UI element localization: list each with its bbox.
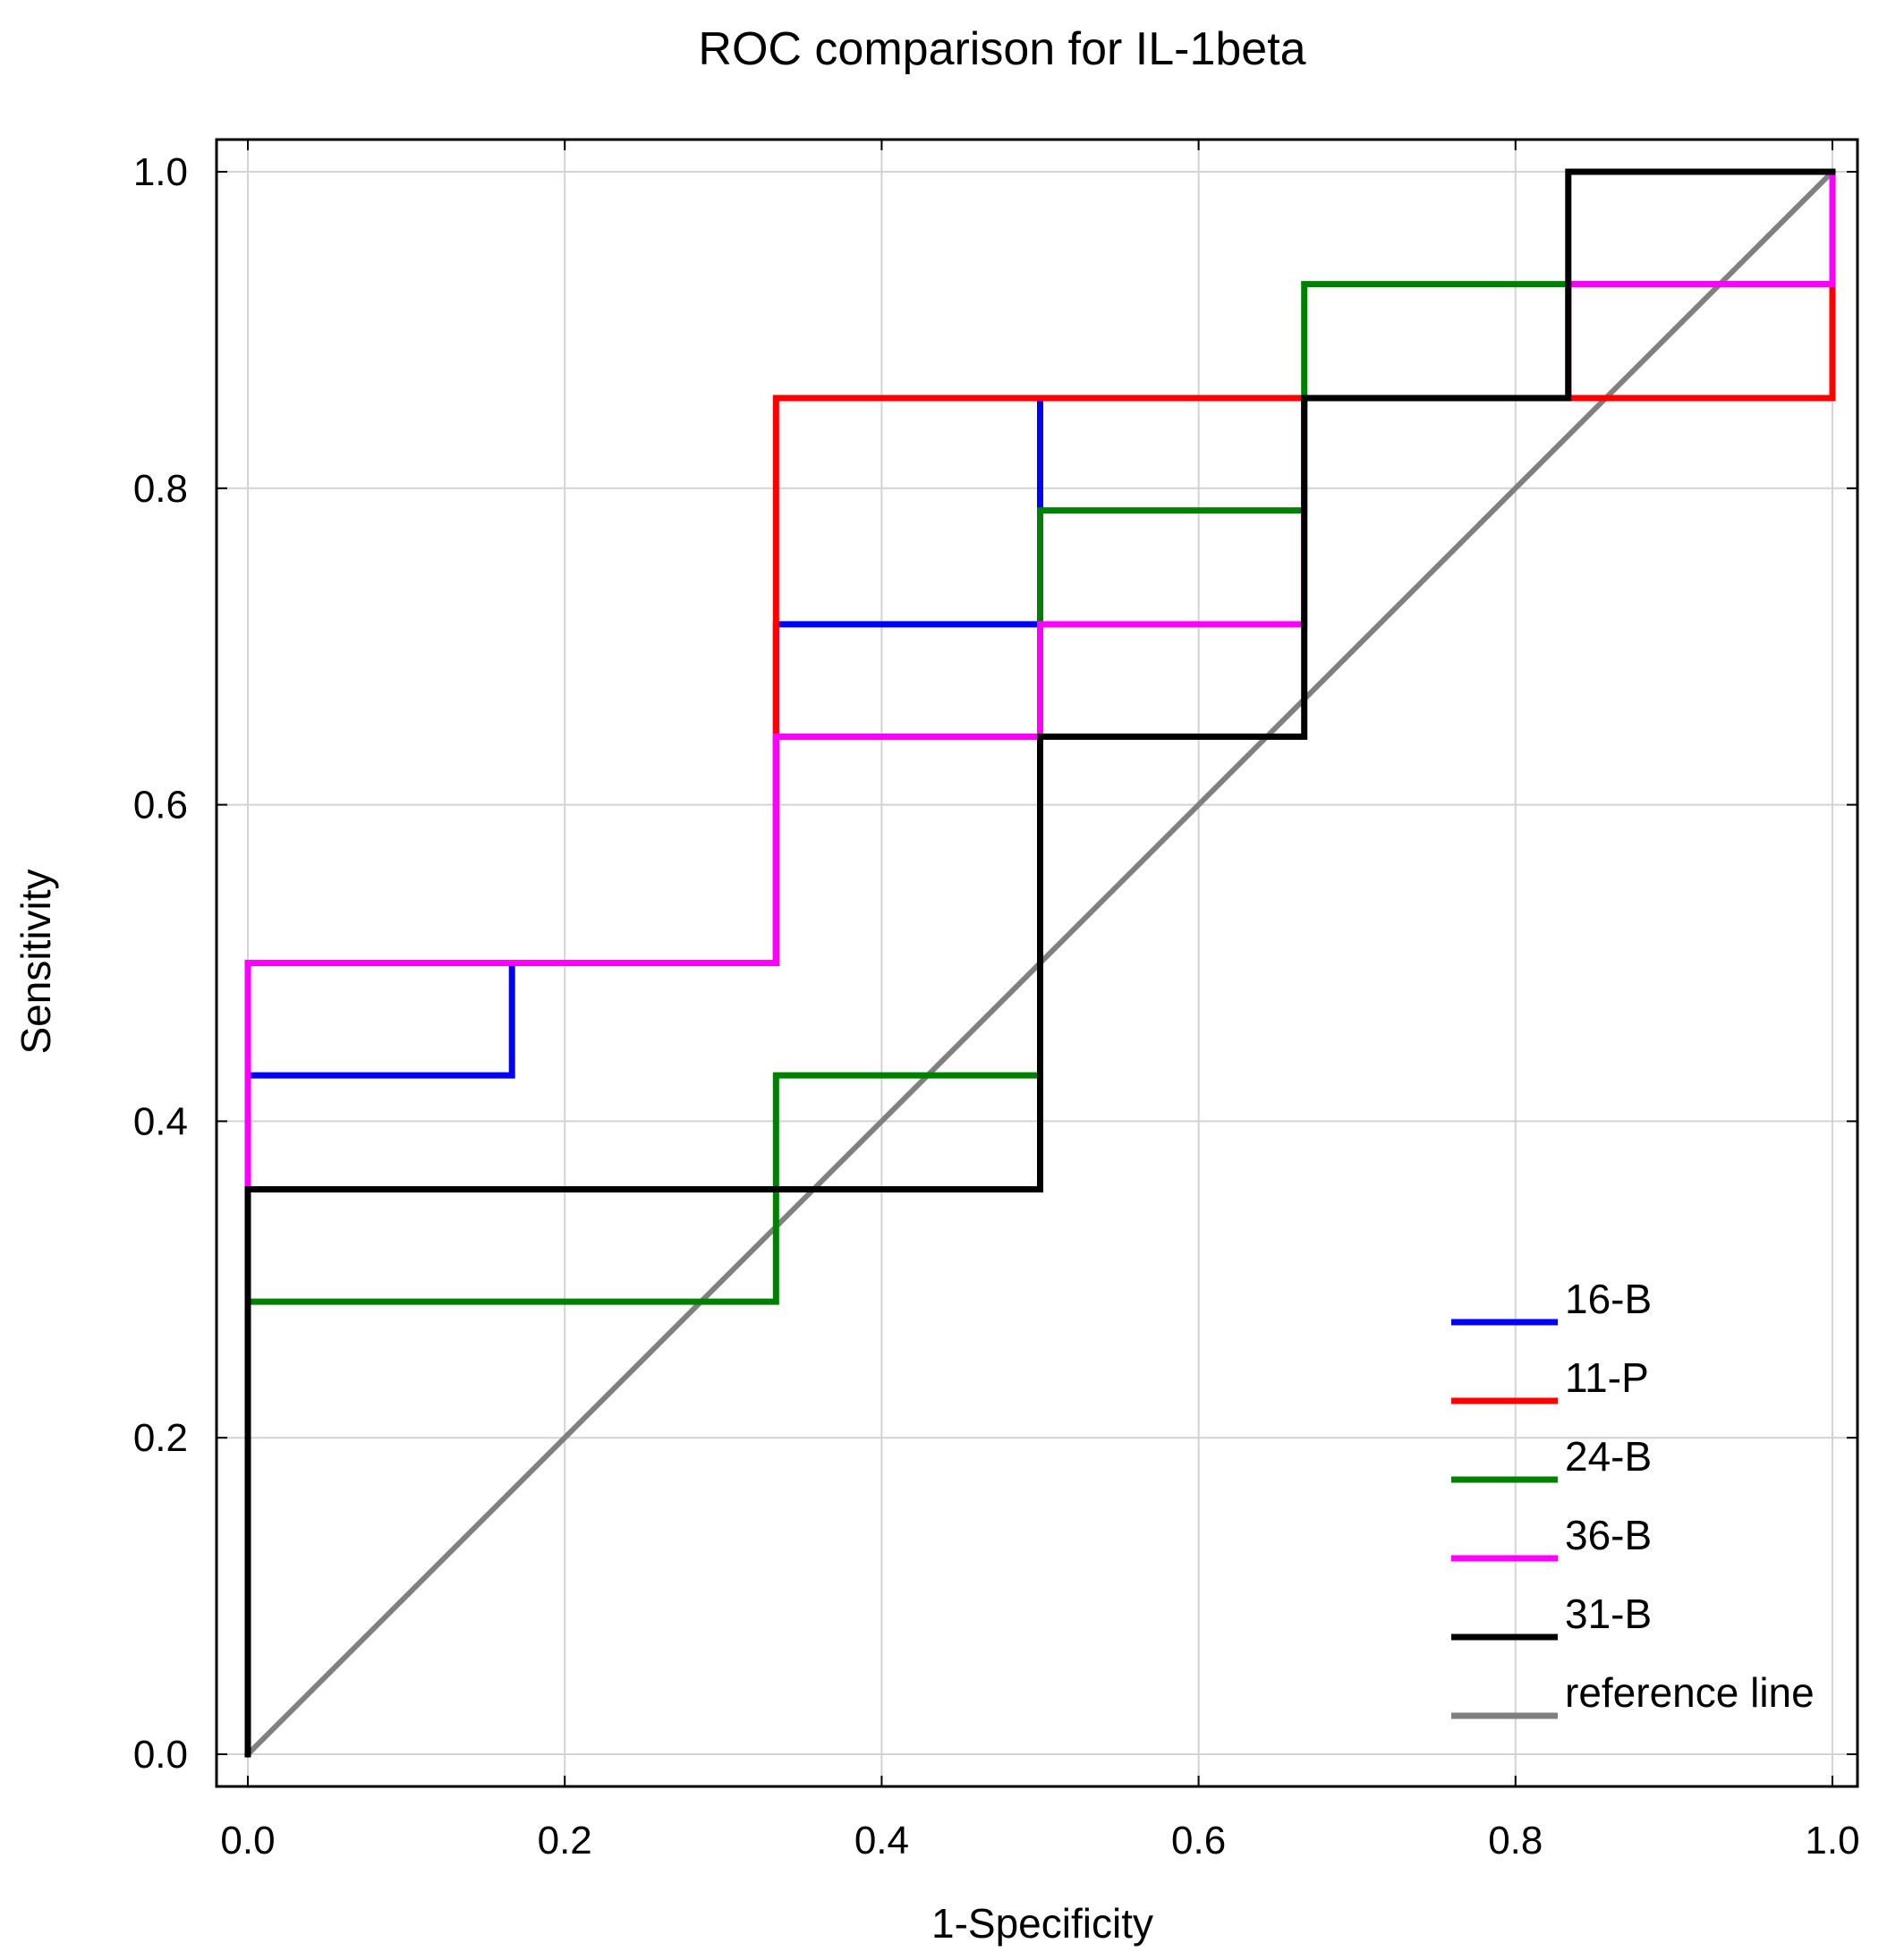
legend-label-24-b: 24-B [1565,1433,1652,1480]
y-tick-label: 0.2 [133,1416,188,1460]
chart-title: ROC comparison for IL-1beta [698,23,1305,75]
legend-label-11-p: 11-P [1565,1354,1649,1401]
x-tick-label: 0.6 [1171,1819,1226,1862]
legend: 16-B 11-P 24-B 36-B 31-B reference line [1451,1276,1815,1719]
x-axis-label: 1-Specificity [931,1900,1153,1947]
plot-frame [215,138,1859,1788]
legend-label-36-b: 36-B [1565,1512,1652,1558]
y-tick-label: 0.4 [133,1099,188,1143]
legend-label-31-b: 31-B [1565,1591,1652,1637]
x-tick-label: 0.2 [538,1819,592,1862]
legend-label-reference-line: reference line [1565,1669,1815,1716]
y-tick-label: 0.0 [133,1733,188,1777]
y-tick-label: 1.0 [133,150,188,194]
y-tick-label: 0.8 [133,467,188,511]
x-tick-label: 0.0 [220,1819,275,1862]
x-tick-label: 0.8 [1488,1819,1543,1862]
x-tick-label: 0.4 [854,1819,909,1862]
x-tick-label: 1.0 [1805,1819,1859,1862]
y-tick-label: 0.6 [133,784,188,827]
series-line-31-b [244,168,1836,1758]
series-layer [243,167,1837,1759]
legend-label-16-b: 16-B [1565,1276,1652,1322]
tick-labels: 0.0 0.0 0.2 0.2 0.4 0.4 0.6 0.6 0.8 0.8 1.0 1.0 [133,150,1860,1862]
y-axis-label: Sensitivity [13,869,59,1054]
